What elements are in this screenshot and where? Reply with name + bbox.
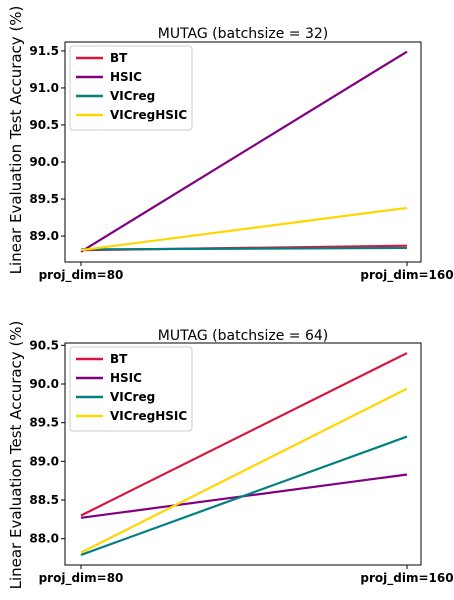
chart-1: MUTAG (batchsize = 32) Linear Evaluation… (7, 6, 454, 283)
chart-2-ytick-label: 89.0 (29, 454, 59, 468)
chart-2-legend-frame (69, 346, 193, 432)
chart-1-legend-label: BT (110, 51, 128, 65)
chart-2-series-bt-line (80, 352, 408, 517)
chart-1-xtick-label: proj_dim=80 (39, 268, 124, 283)
chart-2-legend-label: BT (110, 352, 128, 366)
chart-2-legend-label: VICreg (110, 390, 155, 404)
chart-1-ytick-label: 91.0 (29, 81, 59, 95)
chart-2-x-axis: proj_dim=80 proj_dim=160 (39, 565, 454, 586)
chart-2-legend-label: HSIC (110, 371, 142, 385)
chart-2-series-vicreg-line (80, 435, 408, 556)
chart-1-title: MUTAG (batchsize = 32) (158, 26, 328, 42)
chart-1-ytick-label: 91.5 (29, 44, 59, 58)
chart-2-legend-label: VICregHSIC (110, 409, 187, 423)
chart-1-legend-label: VICreg (110, 89, 155, 103)
chart-1-x-axis: proj_dim=80 proj_dim=160 (39, 262, 454, 283)
chart-1-ytick-label: 89.5 (29, 192, 59, 206)
chart-1-ytick-label: 90.0 (29, 155, 59, 169)
chart-1-series-vicreghsic-line (80, 206, 408, 252)
chart-1-y-axis: 89.0 89.5 90.0 90.5 91.0 91.5 (29, 44, 65, 243)
chart-2-ylabel: Linear Evaluation Test Accuracy (%) (7, 321, 25, 590)
chart-1-series-hsic-line (80, 50, 408, 253)
chart-2-axes (64, 342, 422, 566)
chart-2-legend: BT HSIC VICreg VICregHSIC (69, 346, 193, 432)
chart-2-ytick-label: 89.5 (29, 416, 59, 430)
chart-1-ytick-label: 90.5 (29, 118, 59, 132)
chart-1-series-vicreg-line (80, 246, 408, 251)
chart-2: MUTAG (batchsize = 64) Linear Evaluation… (7, 321, 454, 590)
chart-2-xtick-label: proj_dim=80 (39, 571, 124, 586)
chart-2-series (80, 352, 408, 556)
chart-2-ytick-label: 90.0 (29, 377, 59, 391)
chart-1-legend-label: HSIC (110, 70, 142, 84)
chart-1-xtick-label: proj_dim=160 (360, 268, 453, 283)
chart-1-axes (64, 41, 422, 263)
chart-1-legend: BT HSIC VICreg VICregHSIC (69, 45, 193, 131)
chart-1-legend-frame (69, 45, 193, 131)
chart-1-ytick-label: 89.0 (29, 229, 59, 243)
chart-1-series (80, 50, 408, 253)
chart-1-ylabel: Linear Evaluation Test Accuracy (%) (7, 6, 25, 275)
chart-2-xtick-label: proj_dim=160 (360, 571, 453, 586)
chart-2-ytick-label: 90.5 (29, 338, 59, 352)
chart-2-y-axis: 88.0 88.5 89.0 89.5 90.0 90.5 (29, 338, 65, 546)
chart-2-series-vicreghsic-line (80, 387, 408, 554)
chart-2-ytick-label: 88.0 (29, 532, 59, 546)
chart-2-title: MUTAG (batchsize = 64) (158, 328, 328, 344)
chart-2-ytick-label: 88.5 (29, 493, 59, 507)
chart-1-legend-label: VICregHSIC (110, 108, 187, 122)
